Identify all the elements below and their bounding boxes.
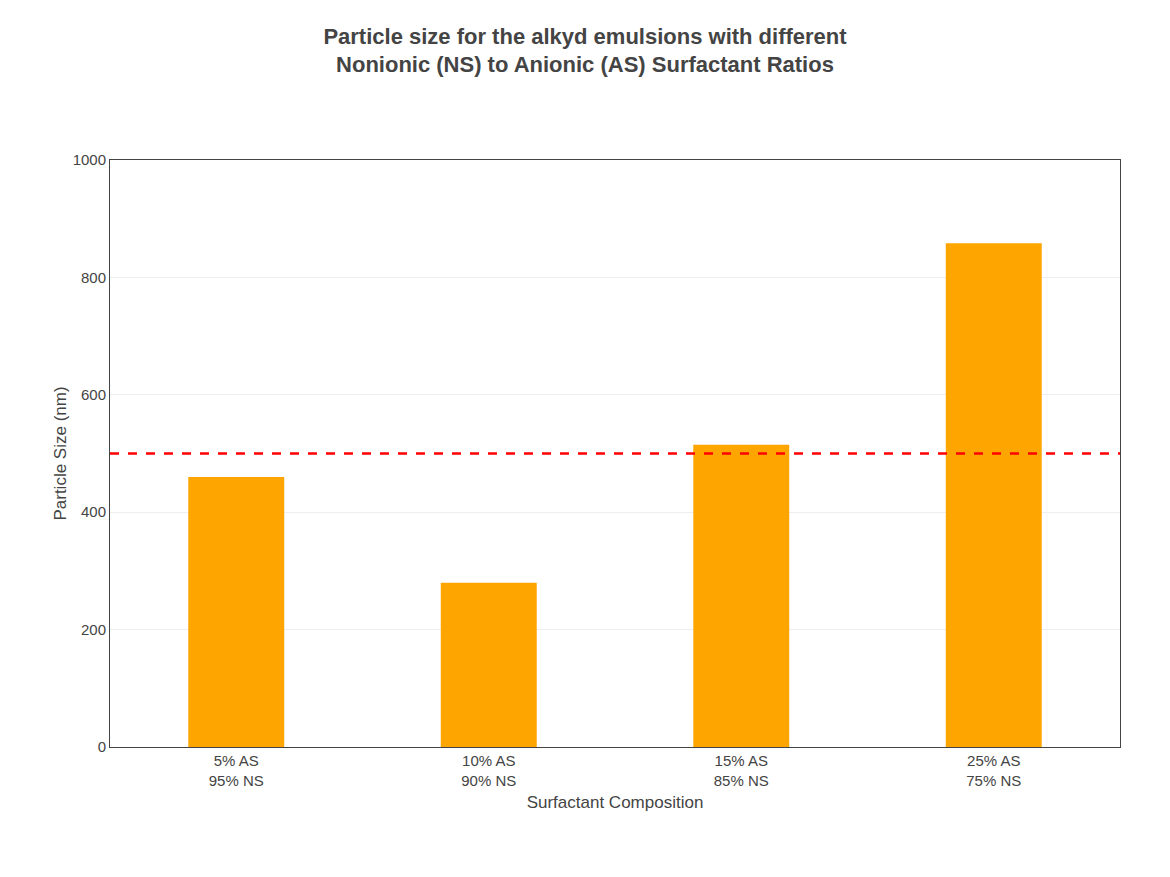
svg-text:0: 0 — [98, 738, 106, 755]
svg-text:5% AS95% NS: 5% AS95% NS — [209, 752, 264, 789]
svg-text:25% AS75% NS: 25% AS75% NS — [966, 752, 1021, 789]
svg-text:600: 600 — [81, 386, 106, 403]
svg-text:15% AS85% NS: 15% AS85% NS — [714, 752, 769, 789]
svg-text:Surfactant Composition: Surfactant Composition — [527, 793, 704, 812]
svg-text:Particle Size (nm): Particle Size (nm) — [51, 386, 70, 520]
svg-text:1000: 1000 — [73, 151, 106, 168]
svg-text:10% AS90% NS: 10% AS90% NS — [461, 752, 516, 789]
svg-text:200: 200 — [81, 621, 106, 638]
svg-text:400: 400 — [81, 503, 106, 520]
svg-text:800: 800 — [81, 269, 106, 286]
svg-text:Particle size for the alkyd em: Particle size for the alkyd emulsions wi… — [323, 24, 847, 78]
